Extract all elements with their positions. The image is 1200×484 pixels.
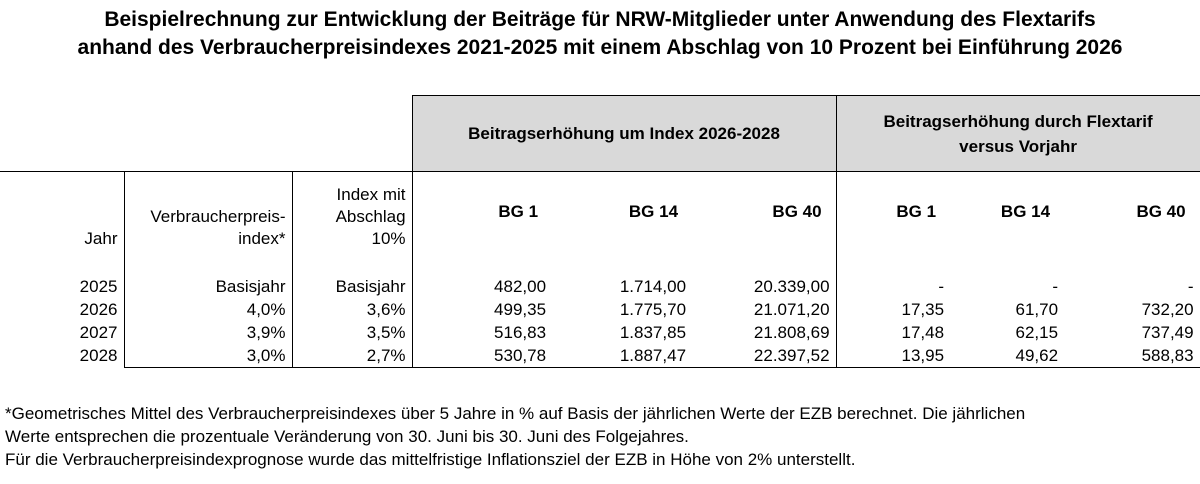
group-header-row: Beitragserhöhung um Index 2026-2028 Beit…: [0, 95, 1200, 172]
cell-flex-bg40: 588,83: [1064, 344, 1200, 368]
title-line-1: Beispielrechnung zur Entwicklung der Bei…: [104, 8, 1096, 31]
page-title: Beispielrechnung zur Entwicklung der Bei…: [0, 6, 1200, 62]
footnote-line-2: Werte entsprechen die prozentuale Veränd…: [5, 427, 689, 446]
column-header-index-bg14: BG 14: [552, 171, 693, 251]
cell-index-bg40: 20.339,00: [753, 277, 830, 296]
column-header-vpi: Verbraucherpreis- index*: [123, 171, 292, 251]
cell-year: 2027: [79, 323, 118, 342]
column-header-flex-bg14: BG 14: [950, 171, 1065, 251]
cell-flex-bg40: 732,20: [1064, 298, 1200, 321]
table-row-2028: 2028 3,0% 2,7% 530,78 1.887,47 22.397,52…: [0, 344, 1200, 368]
table-row-2026: 2026 4,0% 3,6% 499,35 1.775,70 21.071,20…: [0, 298, 1200, 321]
group-header-flex-line-1: Beitragserhöhung durch Flextarif: [883, 111, 1153, 131]
group-header-index-label: Beitragserhöhung um Index 2026-2028: [468, 124, 780, 143]
cell-vpi: 4,0%: [123, 298, 292, 321]
cell-year: 2025: [79, 277, 118, 296]
column-header-year: Jahr: [0, 171, 124, 251]
footnote-line-1: *Geometrisches Mittel des Verbraucherpre…: [5, 404, 1026, 423]
cell-index: 2,7%: [291, 344, 413, 368]
cell-index-bg14: 1.887,47: [552, 344, 693, 368]
cell-year: 2028: [79, 346, 118, 366]
cell-flex-bg1: 17,48: [835, 321, 951, 344]
cell-vpi: 3,9%: [123, 321, 292, 344]
cell-vpi: Basisjahr: [123, 275, 292, 298]
cell-flex-bg40: 737,49: [1064, 321, 1200, 344]
column-header-flex-bg1: BG 1: [835, 171, 951, 251]
cell-index: Basisjahr: [291, 275, 413, 298]
spacer-row: [0, 251, 1200, 275]
cell-index-bg40: 22.397,52: [692, 344, 837, 368]
column-header-row: Jahr Verbraucherpreis- index* Index mit …: [0, 171, 1200, 251]
cell-index-bg1: 499,35: [411, 298, 553, 321]
cell-index-bg1: 516,83: [411, 321, 553, 344]
cell-index: 3,6%: [291, 298, 413, 321]
footnote: *Geometrisches Mittel des Verbraucherpre…: [5, 402, 1195, 471]
cell-flex-bg14: 61,70: [1015, 300, 1059, 319]
footnote-line-3: Für die Verbraucherpreisindexprognose wu…: [5, 450, 856, 469]
cell-index-bg14: 1.714,00: [619, 277, 687, 296]
cell-index: 3,5%: [291, 321, 413, 344]
cell-flex-bg14: 62,15: [1015, 323, 1059, 342]
cell-index-bg14: 1.837,85: [619, 323, 687, 342]
header-blank: [0, 96, 412, 172]
group-header-flex-line-2: versus Vorjahr: [959, 136, 1077, 156]
cell-flex-bg40: -: [1064, 275, 1200, 298]
cell-flex-bg14: -: [1052, 277, 1059, 296]
cell-flex-bg1: 13,95: [835, 344, 951, 368]
cell-vpi: 3,0%: [123, 344, 292, 368]
column-header-index-bg40: BG 40: [692, 171, 837, 251]
cell-year: 2026: [79, 300, 118, 319]
column-header-index-bg1: BG 1: [411, 171, 553, 251]
cell-index-bg1: 482,00: [411, 275, 553, 298]
cell-flex-bg14: 49,62: [950, 344, 1065, 368]
column-header-index-discount: Index mit Abschlag 10%: [291, 171, 413, 251]
table-row-2027: 2027 3,9% 3,5% 516,83 1.837,85 21.808,69…: [0, 321, 1200, 344]
cell-index-bg40: 21.071,20: [753, 300, 830, 319]
group-header-index: Beitragserhöhung um Index 2026-2028: [411, 95, 837, 172]
cell-index-bg40: 21.808,69: [753, 323, 830, 342]
cell-index-bg14: 1.775,70: [619, 300, 687, 319]
column-header-flex-bg40: BG 40: [1064, 171, 1200, 251]
title-line-2: anhand des Verbraucherpreisindexes 2021-…: [77, 36, 1123, 59]
cell-flex-bg1: -: [835, 275, 951, 298]
cell-index-bg1: 530,78: [411, 344, 553, 368]
contribution-table: Beitragserhöhung um Index 2026-2028 Beit…: [0, 95, 1200, 368]
group-header-flextarif: Beitragserhöhung durch Flextarif versus …: [835, 95, 1200, 172]
cell-flex-bg1: 17,35: [835, 298, 951, 321]
table-row-2025: 2025 Basisjahr Basisjahr 482,00 1.714,00…: [0, 275, 1200, 298]
